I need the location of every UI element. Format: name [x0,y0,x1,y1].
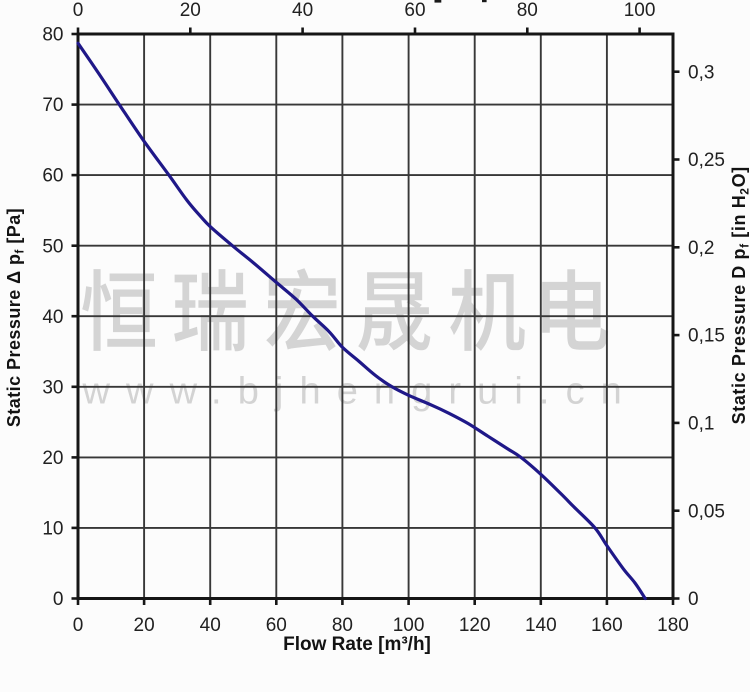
svg-text:160: 160 [591,615,623,636]
svg-text:40: 40 [200,615,221,636]
svg-text:120: 120 [459,615,491,636]
svg-text:50: 50 [42,236,63,257]
svg-text:0,2: 0,2 [688,238,714,259]
svg-text:Static Pressure Δ pf [Pa]: Static Pressure Δ pf [Pa] [4,208,27,427]
svg-text:80: 80 [42,25,63,46]
svg-text:30: 30 [42,377,63,398]
svg-text:20: 20 [180,0,201,21]
svg-text:www.bjhengrui.cn: www.bjhengrui.cn [82,371,638,413]
svg-text:0: 0 [73,615,84,636]
svg-text:100: 100 [624,0,656,21]
svg-text:40: 40 [42,307,63,328]
svg-text:40: 40 [292,0,313,21]
svg-text:60: 60 [42,166,63,187]
svg-text:Static Pressure D pf [in H2O]: Static Pressure D pf [in H2O] [729,166,750,424]
svg-text:0,25: 0,25 [688,150,725,171]
svg-text:80: 80 [517,0,538,21]
svg-text:20: 20 [134,615,155,636]
svg-text:60: 60 [404,0,425,21]
svg-text:80: 80 [332,615,353,636]
svg-text:0: 0 [73,0,84,21]
svg-text:70: 70 [42,95,63,116]
svg-text:140: 140 [525,615,557,636]
svg-text:60: 60 [266,615,287,636]
svg-text:10: 10 [42,519,63,540]
svg-text:0,3: 0,3 [688,62,714,83]
svg-text:0,15: 0,15 [688,326,725,347]
svg-text:0,1: 0,1 [688,414,714,435]
svg-text:100: 100 [393,615,425,636]
svg-text:0: 0 [688,589,699,610]
svg-text:20: 20 [42,448,63,469]
svg-text:Flow Rate [m³/h]: Flow Rate [m³/h] [283,634,431,655]
svg-text:0: 0 [53,589,64,610]
svg-text:0,05: 0,05 [688,501,725,522]
svg-text:180: 180 [657,615,689,636]
